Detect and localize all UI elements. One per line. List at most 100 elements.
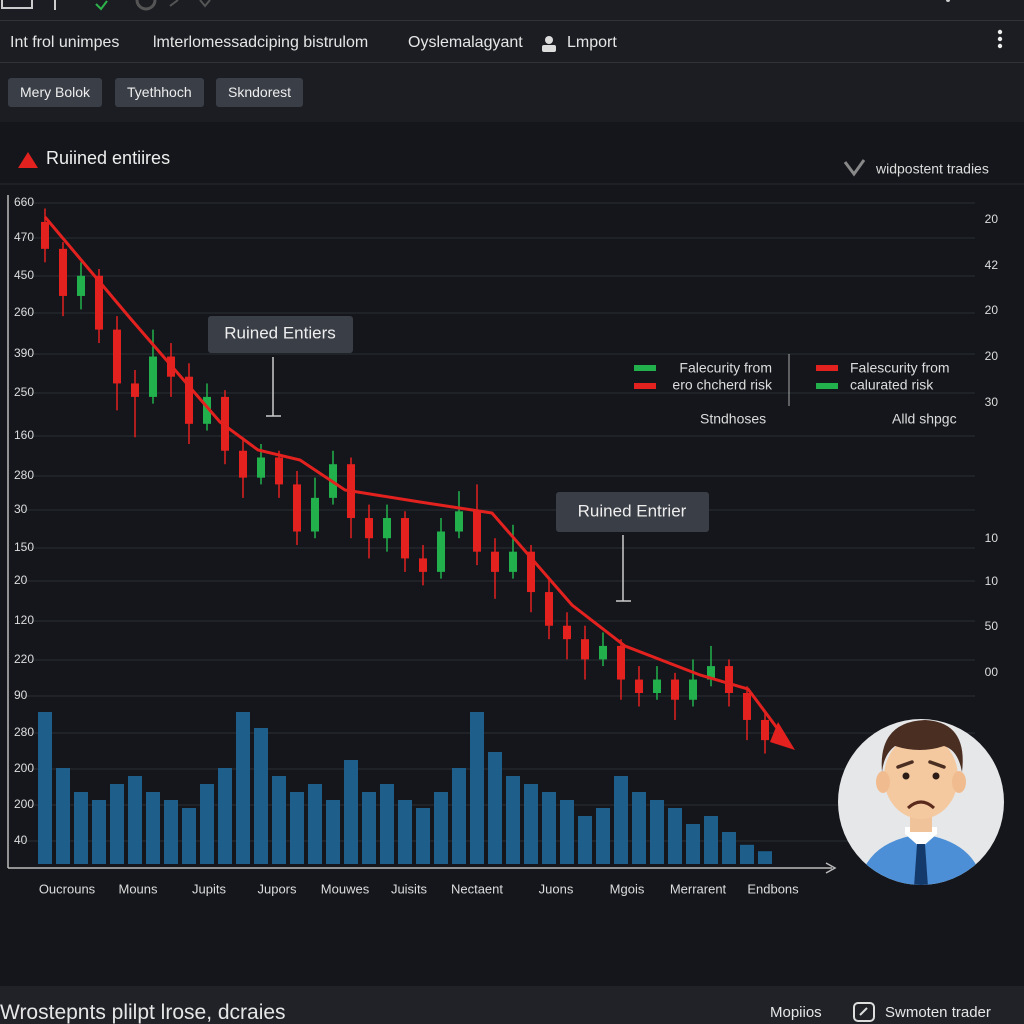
- x-tick-label: Endbons: [747, 881, 799, 896]
- x-tick-label: Mgois: [610, 881, 645, 896]
- kebab-menu[interactable]: [994, 28, 1006, 52]
- menu-item[interactable]: Int frol unimpes: [10, 34, 120, 51]
- y2-tick-label: 20: [985, 212, 999, 226]
- legend-swatch: [634, 365, 656, 371]
- volume-bar: [92, 800, 106, 864]
- menu-item[interactable]: lmterlomessadciping bistrulom: [153, 34, 369, 51]
- volume-bar: [524, 784, 538, 864]
- volume-bar: [362, 792, 376, 864]
- volume-bar: [416, 808, 430, 864]
- candle-body: [635, 679, 643, 694]
- volume-bar: [182, 808, 196, 864]
- volume-bar: [596, 808, 610, 864]
- y2-tick-label: 10: [985, 574, 999, 588]
- volume-bar: [740, 844, 754, 864]
- y-tick-label: 390: [14, 346, 34, 360]
- y2-tick-label: 42: [985, 258, 999, 272]
- import-icon: [542, 36, 556, 52]
- footer-link[interactable]: Swmoten trader: [885, 1004, 991, 1021]
- volume-bar: [344, 760, 358, 864]
- y-tick-label: 660: [14, 195, 34, 209]
- candle-body: [617, 645, 625, 680]
- annotation-text: Ruined Entrier: [578, 501, 687, 520]
- legend-text: Falescurity from: [850, 360, 950, 376]
- y-tick-label: 120: [14, 613, 34, 627]
- candle-body: [365, 518, 373, 539]
- annotation-box: [208, 316, 353, 353]
- y2-tick-label: 20: [985, 303, 999, 317]
- candle-body: [545, 592, 553, 626]
- volume-bar: [218, 768, 232, 864]
- panel-title: Ruiined entiires: [46, 148, 170, 168]
- volume-bar: [326, 800, 340, 864]
- candle-body: [455, 511, 463, 532]
- toolbar-button[interactable]: Skndorest: [216, 78, 304, 107]
- candle-body: [131, 383, 139, 397]
- x-tick-label: Juons: [539, 881, 574, 896]
- volume-bar: [704, 816, 718, 864]
- volume-bar: [146, 792, 160, 864]
- volume-bar: [722, 832, 736, 864]
- legend: Falecurity from ero chcherd risk Falescu…: [634, 354, 957, 427]
- trader-icon: [853, 1002, 875, 1022]
- candle-body: [275, 457, 283, 485]
- candle-body: [401, 518, 409, 559]
- candle-body: [95, 275, 103, 330]
- x-tick-label: Jupors: [257, 881, 297, 896]
- candle-body: [689, 679, 697, 700]
- annotation-text: Ruined Entiers: [224, 323, 336, 342]
- candle-body: [437, 531, 445, 572]
- candle-body: [41, 221, 49, 249]
- footer-link[interactable]: Mopiios: [770, 1004, 822, 1021]
- y-tick-label: 160: [14, 428, 34, 442]
- y-tick-label: 90: [14, 688, 28, 702]
- y2-tick-label: 00: [985, 665, 999, 679]
- candle-body: [311, 497, 319, 532]
- volume-bar: [200, 784, 214, 864]
- candle-body: [473, 511, 481, 552]
- menu-item[interactable]: Lmport: [567, 34, 617, 51]
- toolbar-button[interactable]: Mery Bolok: [8, 78, 103, 107]
- toolbar-button[interactable]: Tyethhoch: [115, 78, 204, 107]
- divider: [0, 62, 1024, 63]
- y2-tick-label: 10: [985, 531, 999, 545]
- candle-body: [149, 356, 157, 397]
- y-tick-label: 450: [14, 268, 34, 282]
- y-tick-label: 220: [14, 652, 34, 666]
- volume-bar: [650, 800, 664, 864]
- candle-body: [563, 625, 571, 640]
- candles: [41, 208, 769, 754]
- candle-body: [113, 329, 121, 384]
- y-tick-label: 280: [14, 725, 34, 739]
- y-tick-label: 150: [14, 540, 34, 554]
- menu-item[interactable]: Oyslemalagyant: [408, 34, 523, 51]
- candle-body: [581, 639, 589, 660]
- volume-bar: [290, 792, 304, 864]
- candle-body: [761, 719, 769, 741]
- x-tick-label: Juisits: [391, 881, 428, 896]
- y-tick-label: 30: [14, 502, 28, 516]
- y2-tick-label: 20: [985, 349, 999, 363]
- volume-bar: [110, 784, 124, 864]
- chart-panel: Ruiined entiires widpostent tradies 660 4…: [0, 122, 1024, 986]
- volume-bar: [164, 800, 178, 864]
- top-icons: [1, 0, 950, 11]
- status-text: widpostent tradies: [875, 161, 989, 177]
- volume-bar: [632, 792, 646, 864]
- status-icon: [843, 159, 866, 177]
- volume-bar: [560, 800, 574, 864]
- candle-body: [527, 551, 535, 593]
- volume-bar: [236, 712, 250, 864]
- annotations: Ruined Entiers Ruined Entrier: [43, 216, 795, 750]
- volume-bar: [614, 776, 628, 864]
- candle-body: [203, 396, 211, 424]
- y-tick-label: 20: [14, 573, 28, 587]
- legend-text: Stndhoses: [700, 411, 766, 427]
- y2-tick-label: 50: [985, 619, 999, 633]
- y-tick-label: 260: [14, 305, 34, 319]
- y-tick-label: 280: [14, 468, 34, 482]
- candle-body: [599, 645, 607, 660]
- x-tick-label: Merrarent: [670, 881, 727, 896]
- legend-swatch: [634, 383, 656, 389]
